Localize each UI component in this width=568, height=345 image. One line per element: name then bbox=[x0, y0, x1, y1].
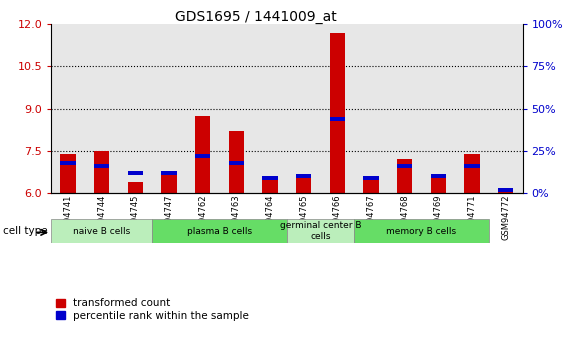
Bar bbox=[119, 24, 152, 193]
Bar bbox=[388, 24, 421, 193]
Bar bbox=[51, 24, 85, 193]
Bar bbox=[161, 171, 177, 175]
Bar bbox=[186, 24, 219, 193]
Bar bbox=[161, 171, 177, 193]
Bar bbox=[219, 24, 253, 193]
Bar bbox=[262, 176, 278, 180]
Bar bbox=[128, 182, 143, 193]
Bar bbox=[60, 154, 76, 193]
Bar bbox=[455, 24, 489, 193]
Text: cell type: cell type bbox=[3, 226, 48, 236]
Legend: transformed count, percentile rank within the sample: transformed count, percentile rank withi… bbox=[56, 298, 249, 321]
Bar bbox=[397, 164, 412, 168]
Bar bbox=[465, 164, 479, 168]
Text: germinal center B
cells: germinal center B cells bbox=[280, 221, 361, 241]
Bar bbox=[431, 178, 446, 193]
Bar bbox=[60, 161, 76, 165]
Bar bbox=[195, 154, 210, 158]
Bar bbox=[498, 188, 513, 192]
Bar bbox=[94, 164, 109, 168]
Bar bbox=[498, 190, 513, 193]
Bar bbox=[431, 174, 446, 178]
Bar bbox=[364, 176, 379, 180]
Bar bbox=[489, 24, 523, 193]
Bar bbox=[94, 151, 109, 193]
Bar bbox=[296, 178, 311, 193]
Bar bbox=[354, 219, 489, 243]
Bar bbox=[354, 24, 388, 193]
Text: plasma B cells: plasma B cells bbox=[187, 227, 252, 236]
Text: GDS1695 / 1441009_at: GDS1695 / 1441009_at bbox=[175, 10, 336, 24]
Bar bbox=[128, 171, 143, 175]
Bar bbox=[85, 24, 119, 193]
Text: memory B cells: memory B cells bbox=[386, 227, 457, 236]
Text: naive B cells: naive B cells bbox=[73, 227, 130, 236]
Bar bbox=[152, 219, 287, 243]
Bar bbox=[421, 24, 455, 193]
Bar bbox=[229, 161, 244, 165]
Bar bbox=[195, 116, 210, 193]
Bar bbox=[296, 174, 311, 178]
Bar bbox=[330, 33, 345, 193]
Bar bbox=[364, 178, 379, 193]
Bar bbox=[320, 24, 354, 193]
Bar bbox=[287, 24, 320, 193]
Bar bbox=[287, 219, 354, 243]
Bar bbox=[397, 159, 412, 193]
Bar bbox=[51, 219, 152, 243]
Bar bbox=[253, 24, 287, 193]
Bar bbox=[465, 154, 479, 193]
Bar bbox=[330, 117, 345, 121]
Bar bbox=[152, 24, 186, 193]
Bar bbox=[262, 178, 278, 193]
Bar bbox=[229, 131, 244, 193]
